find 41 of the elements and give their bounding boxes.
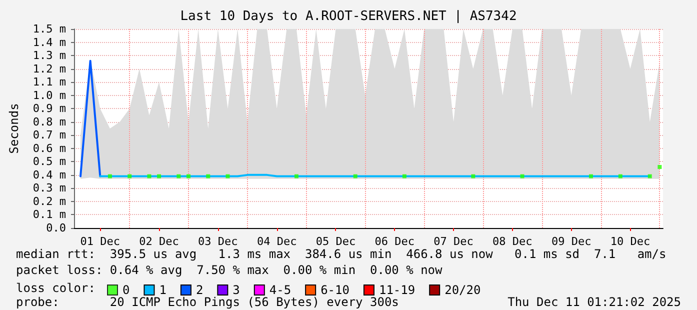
x-tick-label: 06 Dec [374, 235, 415, 248]
text: packet loss: 0.64 % avg 7.50 % max 0.00 % min 0.00 % now [16, 263, 444, 277]
y-tick-label: 0.5 m [32, 155, 66, 168]
text: median rtt: 395.5 us avg 1.3 ms max 384.6 us min 466.8 us now 0.1 ms sd 7.1 am/s [16, 247, 666, 261]
y-tick-label: 1.2 m [32, 62, 66, 76]
legend-label: 11-19 [378, 283, 416, 297]
y-tick-label: 0.4 m [32, 168, 66, 182]
y-tick-label: 0.2 m [32, 194, 66, 208]
text: Thu Dec 11 01:21:02 2025 [508, 295, 681, 309]
y-tick-label: 1.5 m [32, 22, 66, 36]
y-tick-label: 1.4 m [32, 36, 66, 49]
y-tick-label: 0.9 m [32, 102, 66, 116]
y-tick-label: 0.3 m [32, 182, 66, 195]
y-tick-label: 0.8 m [32, 115, 66, 128]
x-tick-label: 05 Dec [316, 235, 356, 248]
y-tick-label: 0.1 m [32, 208, 66, 222]
legend-label: 1 [159, 283, 166, 297]
x-tick-label: 04 Dec [256, 235, 297, 248]
chart-title: Last 10 Days to A.ROOT-SERVERS.NET | AS7342 [180, 9, 517, 24]
y-tick-label: 1.0 m [32, 88, 66, 102]
y-axis-title: Seconds [7, 103, 21, 154]
x-tick-label: 01 Dec [80, 235, 120, 248]
x-tick-label: 02 Dec [139, 235, 179, 248]
legend-label: 6-10 [320, 283, 350, 297]
x-tick-label: 07 Dec [434, 235, 474, 248]
y-tick-label: 1.1 m [32, 76, 66, 89]
legend-label: 2 [196, 283, 204, 297]
legend-title: loss color: [16, 281, 96, 295]
legend-label: 0 [122, 283, 130, 297]
y-tick-label: 1.3 m [32, 49, 66, 62]
text: probe: 20 ICMP Echo Pings (56 Bytes) every 300s [16, 295, 399, 309]
x-tick-label: 09 Dec [551, 235, 592, 248]
y-tick-label: 0.0 [46, 222, 66, 234]
y-tick-label: 0.6 m [32, 142, 66, 155]
x-tick-label: 03 Dec [198, 235, 238, 248]
legend-label: 20/20 [444, 283, 481, 297]
legend-label: 4-5 [269, 283, 292, 297]
x-tick-label: 08 Dec [492, 235, 532, 248]
legend-label: 3 [232, 283, 240, 297]
y-tick-label: 0.7 m [32, 128, 66, 142]
x-tick-label: 10 Dec [610, 235, 650, 248]
